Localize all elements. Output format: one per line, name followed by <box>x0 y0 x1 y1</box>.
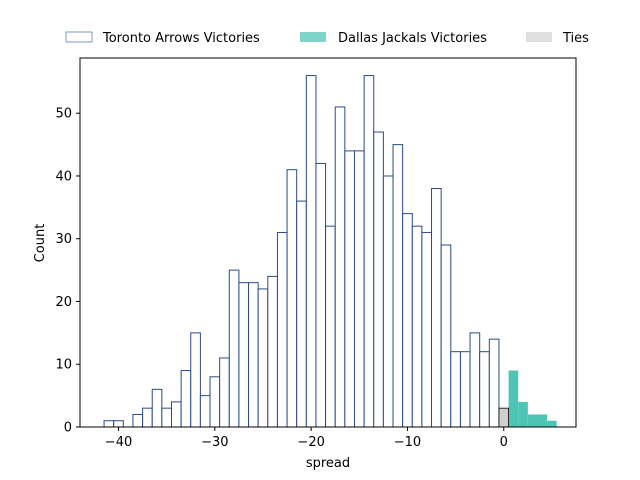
bar-toronto--8 <box>421 231 433 428</box>
y-axis-label: Count <box>33 224 48 263</box>
bar-toronto--7 <box>431 188 442 428</box>
bar-toronto--24 <box>267 275 278 428</box>
bar-toronto--3 <box>469 332 481 428</box>
bar-toronto--35 <box>161 407 172 428</box>
y-tick-label: 20 <box>55 295 72 310</box>
y-tick-label: 30 <box>55 232 72 247</box>
bar-toronto--15 <box>353 150 365 428</box>
bar-dallas-3 <box>527 414 538 427</box>
bar-toronto--26 <box>248 282 259 428</box>
bar-toronto--30 <box>209 376 221 428</box>
x-tick-label: −10 <box>394 435 421 450</box>
x-tick-label: −20 <box>297 435 324 450</box>
bar-toronto--22 <box>286 169 298 428</box>
legend-label-dallas: Dallas Jackals Victories <box>338 31 487 46</box>
bar-toronto--18 <box>325 225 336 428</box>
legend-label-ties: Ties <box>562 31 589 46</box>
bar-dallas-5 <box>547 420 557 427</box>
bar-toronto--14 <box>363 75 375 428</box>
bar-toronto--31 <box>199 395 211 428</box>
bar-toronto--20 <box>305 75 317 428</box>
bar-dallas-1 <box>508 370 519 427</box>
bars-group <box>103 75 557 428</box>
legend-label-toronto: Toronto Arrows Victories <box>102 31 260 46</box>
plot-area-frame <box>79 57 577 428</box>
y-tick-label: 10 <box>55 358 72 373</box>
bar-toronto--40 <box>113 420 124 428</box>
bar-dallas-4 <box>537 414 548 427</box>
bar-ties-0 <box>498 407 509 428</box>
y-tick-label: 0 <box>64 421 72 436</box>
bar-toronto--4 <box>459 351 471 428</box>
legend: Toronto Arrows Victories Dallas Jackals … <box>65 31 589 46</box>
bar-toronto--2 <box>479 351 490 428</box>
bar-toronto--16 <box>344 150 355 428</box>
bar-toronto--38 <box>132 413 144 428</box>
bar-toronto--21 <box>296 200 307 428</box>
bar-toronto--34 <box>171 401 182 428</box>
bar-toronto--33 <box>180 370 192 428</box>
y-tick-label: 40 <box>55 169 72 184</box>
bar-toronto--41 <box>103 420 115 428</box>
bar-toronto--36 <box>151 388 163 428</box>
bar-toronto--9 <box>411 225 423 428</box>
x-tick-label: 0 <box>500 435 508 450</box>
bar-toronto--5 <box>450 351 461 428</box>
bar-toronto--11 <box>392 144 404 428</box>
legend-swatch-toronto <box>65 31 93 43</box>
bar-dallas-2 <box>518 401 528 427</box>
bar-toronto--6 <box>440 244 452 428</box>
bar-toronto--28 <box>228 269 240 428</box>
bar-toronto--29 <box>219 357 230 428</box>
x-tick-label: −40 <box>105 435 132 450</box>
bar-toronto--10 <box>402 213 413 428</box>
bar-toronto--23 <box>276 231 288 428</box>
bar-toronto--1 <box>488 338 500 428</box>
bar-toronto--37 <box>142 407 153 428</box>
ticks-group: −40 −30 −20 −10 0 0 10 20 30 40 50 <box>55 107 507 450</box>
y-tick-label: 50 <box>55 107 72 122</box>
bar-toronto--27 <box>238 282 250 428</box>
bar-toronto--32 <box>190 332 201 428</box>
x-axis-label: spread <box>306 456 350 471</box>
bar-toronto--17 <box>334 106 346 428</box>
legend-swatch-dallas <box>300 32 326 42</box>
bar-toronto--25 <box>257 288 269 428</box>
bar-toronto--12 <box>382 175 394 428</box>
bar-toronto--13 <box>373 131 384 428</box>
x-tick-label: −30 <box>201 435 228 450</box>
bar-toronto--19 <box>315 162 327 428</box>
legend-swatch-ties <box>526 32 552 42</box>
